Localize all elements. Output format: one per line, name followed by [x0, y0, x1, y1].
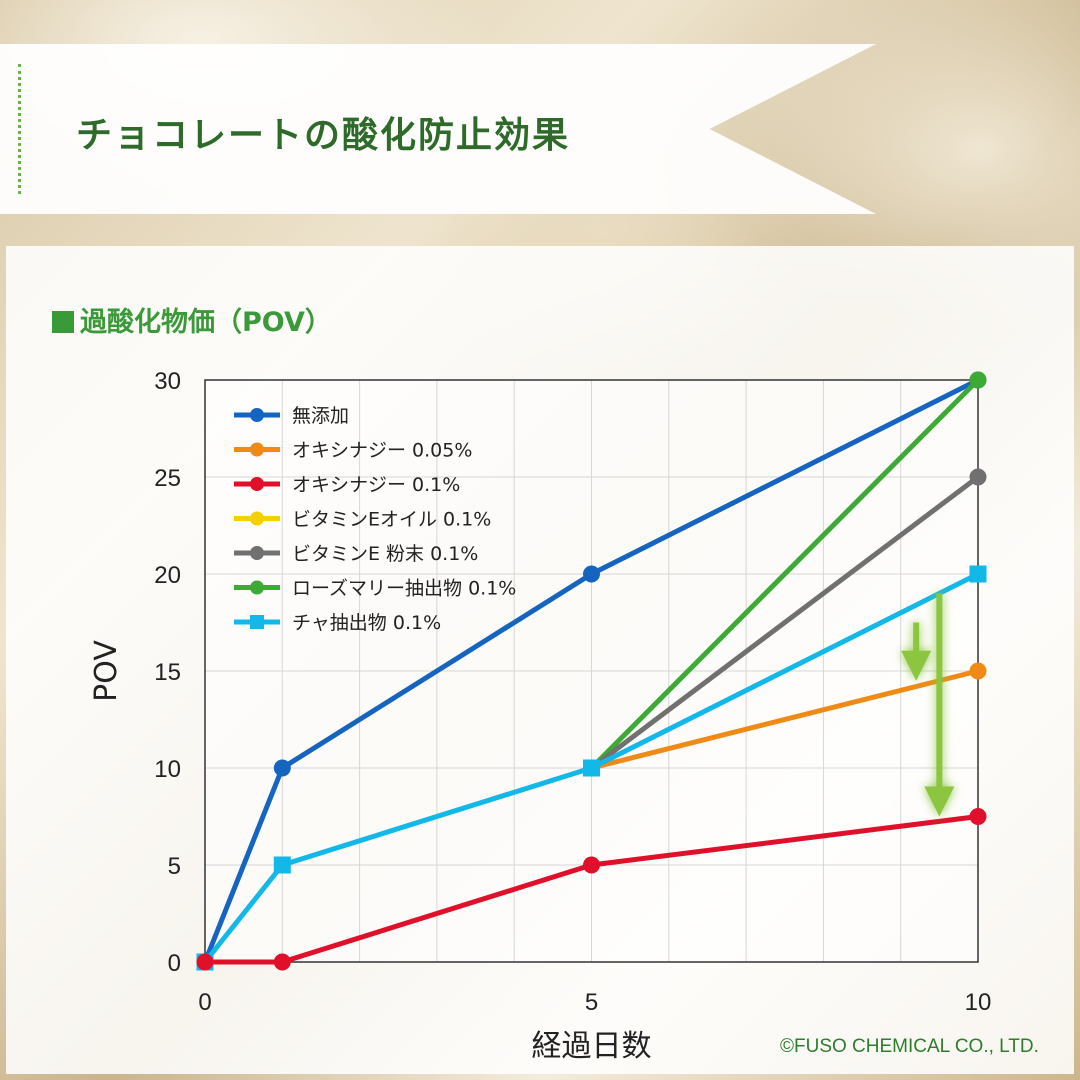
page-title: チョコレートの酸化防止効果 — [76, 115, 571, 156]
series-line — [205, 814, 979, 965]
data-point-square — [583, 759, 600, 777]
legend-label: オキシナジー 0.1% — [292, 474, 460, 496]
down-arrow-icon — [924, 593, 955, 817]
y-axis-label: POV — [89, 640, 124, 702]
y-tick-label: 20 — [154, 562, 181, 589]
x-tick-label: 5 — [585, 989, 598, 1016]
legend-label: チャ抽出物 0.1% — [292, 612, 441, 634]
data-point — [196, 953, 214, 971]
y-tick-label: 5 — [168, 853, 181, 880]
copyright-text: ©FUSO CHEMICAL CO., LTD. — [780, 1036, 1039, 1057]
x-tick-label: 0 — [198, 989, 211, 1016]
data-point-square — [969, 565, 987, 583]
data-point-square — [273, 856, 291, 874]
legend-marker-square — [250, 615, 264, 629]
legend-label: ローズマリー抽出物 0.1% — [292, 578, 516, 600]
chart-heading-text: 過酸化物価（POV） — [80, 307, 332, 338]
y-tick-label: 30 — [154, 368, 181, 395]
chart-heading: 過酸化物価（POV） — [52, 300, 332, 339]
legend-label: ビタミンEオイル 0.1% — [292, 509, 491, 531]
series-line — [589, 378, 980, 770]
series-line — [203, 571, 980, 964]
legend-marker — [250, 477, 264, 491]
series-line — [202, 377, 980, 963]
series-line — [589, 475, 980, 770]
y-tick-label: 25 — [154, 465, 181, 492]
data-point — [969, 662, 987, 680]
legend-label: 無添加 — [292, 405, 349, 427]
data-point — [583, 565, 600, 583]
banner-dotted-line — [18, 64, 21, 194]
y-tick-label: 0 — [168, 950, 181, 977]
series-line — [590, 668, 979, 771]
arrow-head — [901, 650, 932, 681]
down-arrow-icon — [901, 622, 932, 681]
legend-marker — [250, 511, 264, 526]
square-bullet-icon — [52, 311, 74, 333]
y-tick-label: 15 — [154, 659, 181, 686]
data-point — [969, 808, 987, 825]
data-point — [583, 856, 600, 874]
arrow-head — [924, 786, 955, 817]
data-point — [273, 953, 291, 971]
legend-label: ビタミンE 粉末 0.1% — [292, 543, 478, 565]
data-point — [273, 759, 291, 777]
x-tick-label: 10 — [965, 989, 992, 1016]
legend-marker — [250, 546, 264, 560]
legend-marker — [250, 408, 264, 422]
x-axis-label: 経過日数 — [532, 1029, 652, 1064]
data-point — [969, 468, 987, 486]
legend-marker — [250, 442, 264, 457]
data-point — [969, 371, 987, 389]
y-tick-label: 10 — [154, 756, 181, 783]
legend-label: オキシナジー 0.05% — [292, 440, 472, 462]
legend-marker — [250, 580, 264, 595]
